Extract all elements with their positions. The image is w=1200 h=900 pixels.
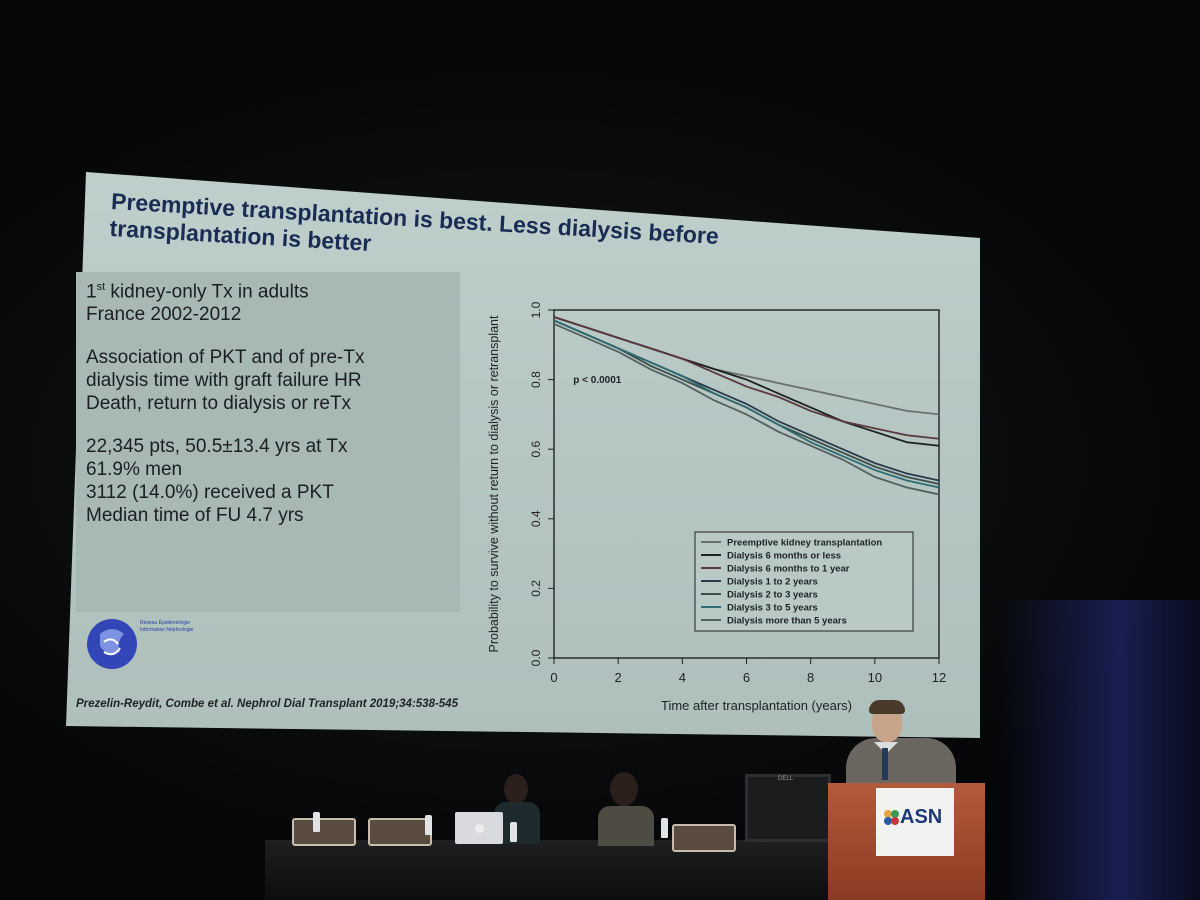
bullet-line-2: France 2002-2012 <box>86 304 242 326</box>
series-line <box>553 319 940 482</box>
chair <box>672 824 736 852</box>
asn-logo-text: ASN <box>900 806 943 828</box>
panel-table <box>265 840 835 900</box>
series-line <box>553 316 940 440</box>
x-tick-label: 2 <box>615 670 622 685</box>
series-line <box>553 319 940 489</box>
y-tick-label: 1.0 <box>529 301 543 318</box>
speaker-tie <box>882 748 888 780</box>
x-axis-label: Time after transplantation (years) <box>661 698 852 713</box>
speaker-body <box>846 738 956 788</box>
bullet-list: 1st kidney-only Tx in adults France 2002… <box>86 276 456 527</box>
panelist-head <box>504 774 528 804</box>
panelist-body <box>598 806 654 846</box>
asn-logo-icon <box>884 817 892 825</box>
citation: Prezelin-Reydit, Combe et al. Nephrol Di… <box>76 698 458 710</box>
water-bottle <box>313 812 320 832</box>
bullet-line-4: dialysis time with graft failure HR <box>86 370 362 392</box>
water-bottle <box>661 818 668 838</box>
survival-chart: 0 2 4 6 8 10 12 0.0 0.2 0.4 0.6 0.8 1.0 Time after tr… <box>487 301 946 713</box>
stage-lighting <box>1000 600 1200 900</box>
legend-entry: Dialysis 6 months or less <box>727 551 841 562</box>
laptop <box>455 812 503 844</box>
y-tick-label: 0.8 <box>529 371 543 388</box>
x-tick-label: 4 <box>679 670 686 685</box>
asn-logo-icon <box>891 810 899 818</box>
bullet-line-7: 61.9% men <box>86 459 183 481</box>
x-tick-label: 12 <box>932 670 946 685</box>
chair <box>292 818 356 846</box>
y-tick-label: 0.2 <box>529 580 543 597</box>
y-tick-label: 0.0 <box>529 649 543 666</box>
series-line <box>553 316 940 416</box>
y-tick-label: 0.4 <box>529 510 543 527</box>
legend-box <box>694 531 914 632</box>
legend-entry: Dialysis 1 to 2 years <box>727 577 818 588</box>
rein-logo-icon <box>87 619 137 669</box>
bullet-line-1: 1st kidney-only Tx in adults <box>86 281 309 303</box>
bullet-line-9: Median time of FU 4.7 yrs <box>86 505 304 527</box>
bullet-line-6: 22,345 pts, 50.5±13.4 yrs at Tx <box>86 436 348 458</box>
x-tick-label: 0 <box>550 670 557 685</box>
series-line <box>553 323 940 496</box>
speaker-hair <box>869 700 905 714</box>
panelist-head <box>610 772 638 806</box>
bullet-panel <box>76 272 460 612</box>
x-tick-label: 10 <box>868 670 882 685</box>
bullet-line-5: Death, return to dialysis or reTx <box>86 393 352 415</box>
asn-logo-icon <box>891 817 899 825</box>
logo-text: Réseau Épidémiologie Information Néphrol… <box>140 620 194 633</box>
legend-entry: Dialysis 3 to 5 years <box>727 603 818 614</box>
chair <box>368 818 432 846</box>
water-bottle <box>425 815 432 835</box>
legend-entry: Dialysis more than 5 years <box>727 616 847 627</box>
monitor: DELL <box>745 774 831 842</box>
p-value-annotation: p < 0.0001 <box>573 375 622 386</box>
asn-logo-icon <box>884 810 892 818</box>
y-tick-label: 0.6 <box>529 441 543 458</box>
legend-entry: Preemptive kidney transplantation <box>727 538 882 549</box>
legend-entry: Dialysis 6 months to 1 year <box>727 564 850 575</box>
x-tick-label: 6 <box>743 670 750 685</box>
bullet-line-3: Association of PKT and of pre-Tx <box>86 347 365 369</box>
x-tick-label: 8 <box>807 670 814 685</box>
water-bottle <box>510 822 517 842</box>
y-axis-label: Probability to survive without return to… <box>487 315 501 652</box>
bullet-line-8: 3112 (14.0%) received a PKT <box>86 482 334 504</box>
legend-entry: Dialysis 2 to 3 years <box>727 590 818 601</box>
apple-logo-icon <box>475 824 484 833</box>
